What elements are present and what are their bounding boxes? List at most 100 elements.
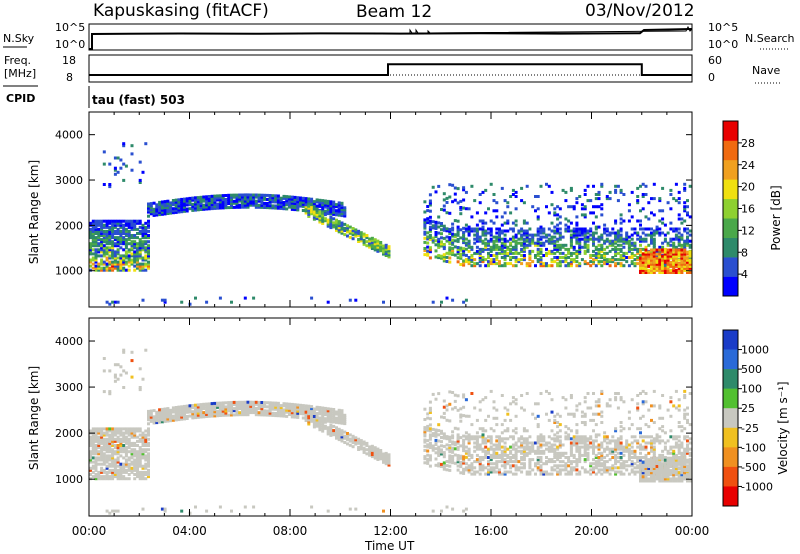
power-cell: [144, 254, 148, 258]
power-cell: [246, 193, 250, 197]
power-cell: [652, 197, 656, 201]
power-cell: [185, 209, 189, 213]
power-cell: [138, 225, 142, 229]
velocity-cell: [276, 408, 280, 411]
power-cell: [503, 199, 507, 203]
power-cell: [138, 248, 142, 252]
velocity-cell: [534, 451, 537, 455]
velocity-cell: [423, 461, 427, 465]
velocity-cell: [113, 473, 117, 476]
power-cell: [644, 254, 648, 258]
power-cell: [592, 211, 595, 215]
power-cell: [147, 246, 150, 250]
power-cell: [100, 248, 104, 252]
power-cell: [487, 241, 490, 245]
power-cell: [503, 258, 507, 262]
velocity-cell: [370, 446, 374, 450]
velocity-cell: [116, 452, 120, 456]
velocity-cell: [575, 423, 579, 427]
power-cell: [122, 238, 126, 242]
power-cell: [478, 227, 482, 231]
power-cell: [442, 243, 446, 246]
velocity-cell: [578, 437, 582, 441]
velocity-cell: [177, 409, 181, 413]
velocity-cell: [199, 411, 203, 415]
velocity-cell: [310, 417, 314, 421]
velocity-cell: [558, 414, 562, 418]
velocity-cell: [470, 472, 474, 476]
velocity-cell: [304, 412, 308, 416]
power-cell: [473, 237, 477, 241]
velocity-cell: [130, 441, 134, 445]
power-cell: [307, 197, 311, 201]
power-cell: [89, 250, 92, 254]
velocity-cell: [531, 449, 535, 453]
velocity-cell: [224, 401, 228, 405]
velocity-cell: [108, 446, 112, 450]
power-cell: [580, 203, 584, 207]
power-cell: [218, 204, 222, 208]
velocity-cell: [440, 440, 443, 444]
power-cell: [652, 239, 656, 243]
power-cell: [522, 231, 526, 235]
velocity-cell: [147, 462, 150, 466]
velocity-cell: [531, 445, 535, 449]
velocity-cell: [542, 451, 546, 455]
power-cell: [431, 236, 435, 240]
power-cell: [160, 298, 164, 302]
power-cell: [260, 205, 264, 209]
power-cell: [520, 247, 524, 251]
velocity-cell: [141, 507, 145, 511]
velocity-cell: [108, 439, 112, 443]
power-cell: [382, 300, 385, 304]
power-cell: [102, 238, 106, 242]
power-cell: [260, 195, 264, 199]
velocity-cell: [149, 417, 153, 421]
velocity-cell: [329, 431, 333, 435]
power-cell: [370, 247, 374, 250]
power-cell: [207, 205, 211, 209]
power-cell: [495, 215, 499, 219]
velocity-cell: [467, 451, 471, 455]
power-cell: [423, 253, 427, 257]
velocity-cell: [426, 426, 430, 430]
velocity-cell: [440, 415, 443, 419]
velocity-cell: [185, 406, 189, 410]
velocity-cell: [111, 448, 115, 452]
power-cell: [340, 201, 344, 205]
velocity-cell: [652, 460, 656, 464]
velocity-cell: [111, 427, 115, 431]
velocity-cell: [511, 447, 515, 451]
velocity-cell: [138, 367, 142, 371]
velocity-cell: [600, 441, 604, 445]
velocity-cell: [160, 414, 164, 418]
velocity-cell: [534, 464, 537, 468]
velocity-cell: [534, 449, 537, 453]
velocity-cell: [299, 403, 302, 407]
velocity-cell: [633, 453, 637, 457]
power-cell: [357, 229, 361, 233]
power-cell: [321, 207, 325, 211]
power-cell: [619, 258, 623, 262]
velocity-cell: [315, 420, 319, 424]
power-cell: [332, 212, 336, 216]
power-cell: [124, 262, 128, 266]
power-cell: [163, 206, 167, 210]
power-cell: [268, 198, 272, 202]
power-cell: [561, 260, 565, 264]
power-cell: [669, 254, 673, 258]
velocity-cell: [650, 443, 653, 447]
freq-panel-frame: [88, 54, 693, 83]
power-cell: [456, 225, 460, 229]
velocity-cell: [105, 444, 109, 447]
power-cell: [572, 229, 576, 233]
power-cell: [614, 264, 618, 268]
velocity-cell: [644, 458, 648, 462]
velocity-cell: [108, 433, 112, 437]
power-cell: [326, 212, 330, 216]
velocity-cell: [605, 402, 609, 406]
velocity-cell: [141, 433, 145, 437]
velocity-cell: [456, 439, 460, 443]
power-cell: [672, 227, 676, 231]
velocity-cell: [558, 472, 562, 476]
